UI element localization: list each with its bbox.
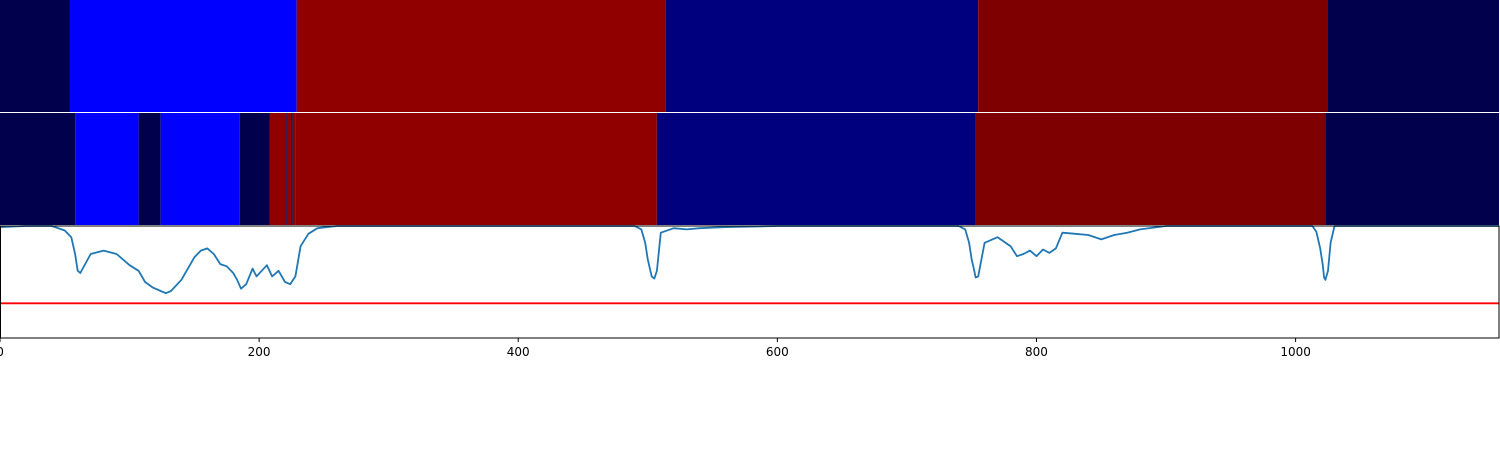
top-segmentation-panel <box>0 0 1499 112</box>
x-tick-label: 1000 <box>1280 345 1311 359</box>
x-tick-label: 0 <box>0 345 4 359</box>
plot-background <box>0 226 1499 338</box>
segment-band <box>286 113 288 225</box>
x-tick-label: 200 <box>248 345 271 359</box>
series-lines <box>0 225 1499 305</box>
segment-band <box>0 113 76 225</box>
plot-frame <box>0 225 1500 339</box>
segment-band <box>291 113 293 225</box>
line-plot-panel <box>0 225 1500 339</box>
x-tick-label: 800 <box>1025 345 1048 359</box>
segment-band <box>75 113 139 225</box>
segment-band <box>69 0 297 112</box>
segment-band <box>1327 0 1499 112</box>
segment-band <box>138 113 161 225</box>
middle-segmentation-panel <box>0 113 1499 225</box>
x-tick-label: 400 <box>507 345 530 359</box>
segment-band <box>239 113 270 225</box>
x-tick-label: 600 <box>766 345 789 359</box>
segment-band <box>160 113 240 225</box>
x-axis: 0 200 400 600 800 1000 <box>0 338 1311 359</box>
segment-band <box>656 113 976 225</box>
segment-band <box>978 0 1328 112</box>
segment-band <box>287 113 292 225</box>
segment-band <box>975 113 1326 225</box>
axes-frame <box>0 225 1500 339</box>
segment-band <box>1325 113 1499 225</box>
segment-band <box>292 113 296 225</box>
segment-band <box>295 113 657 225</box>
signal-line <box>0 225 1499 295</box>
segment-band <box>0 0 70 112</box>
segment-band <box>296 0 666 112</box>
segment-band <box>665 0 979 112</box>
segment-band <box>269 113 287 225</box>
